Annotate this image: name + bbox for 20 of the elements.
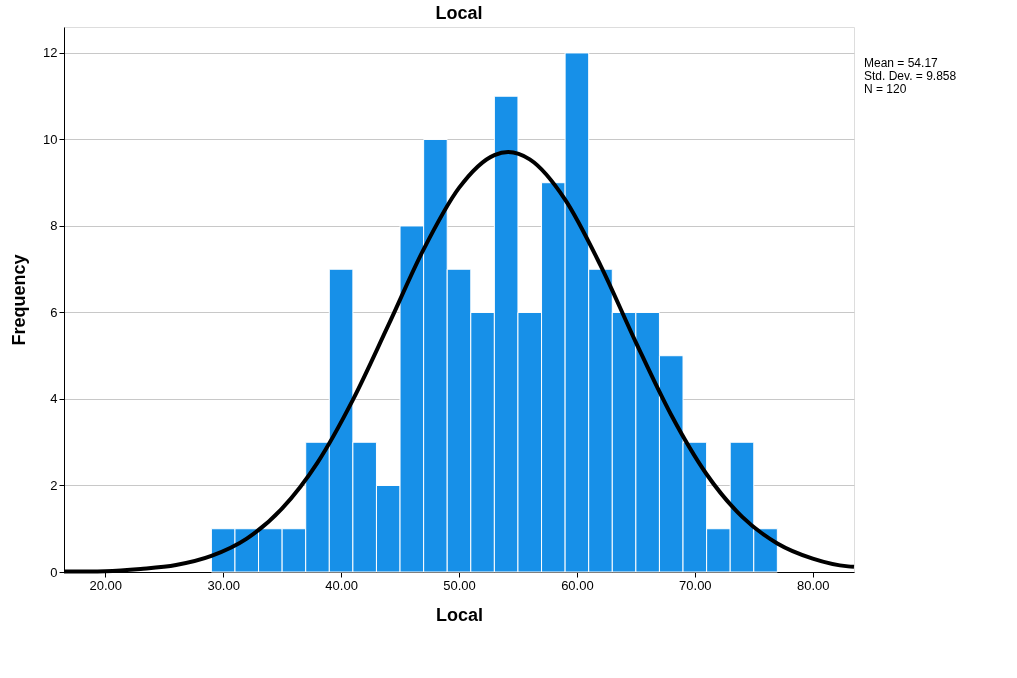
y-tick-label: 2: [50, 477, 58, 493]
y-axis-title: Frequency: [9, 254, 30, 346]
text: N = 120: [864, 82, 907, 96]
x-tick-label: 20.00: [89, 577, 123, 593]
x-tick-label: 60.00: [561, 577, 594, 593]
y-tick-label: 4: [50, 391, 58, 407]
y-tick-label: 0: [50, 564, 58, 580]
y-tick-label: 12: [43, 45, 58, 61]
x-tick-label: 80.00: [796, 577, 830, 593]
x-tick-label: 40.00: [325, 577, 358, 593]
y-tick-label: 8: [50, 218, 58, 234]
text: Std. Dev. = 9.858: [864, 69, 957, 83]
x-tick-label: 30.00: [207, 577, 240, 593]
y-tick-label: 6: [50, 304, 58, 320]
chart-title: Local: [435, 3, 483, 23]
x-tick-label: 70.00: [679, 577, 712, 593]
y-tick-label: 10: [43, 131, 58, 147]
x-axis-title: Local: [435, 604, 484, 625]
x-tick-label: 50.00: [443, 577, 476, 593]
text: Mean = 54.17: [864, 56, 939, 70]
